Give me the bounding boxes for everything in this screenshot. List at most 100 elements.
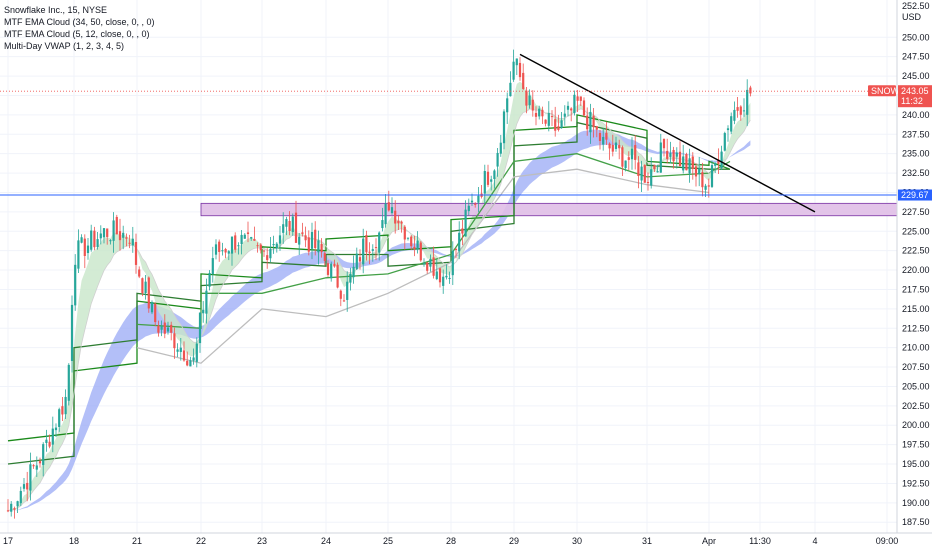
candle-body-35	[118, 231, 122, 241]
price-tick-label: 225.00	[902, 226, 930, 236]
candle-body-197	[637, 162, 640, 177]
candle-body-77	[253, 238, 256, 241]
candle-body-104	[339, 290, 342, 299]
price-tick-label: 235.00	[902, 149, 930, 159]
trendline[interactable]	[519, 53, 816, 213]
candle-body-82	[269, 248, 272, 259]
candle-body-91	[298, 236, 301, 245]
candle-body-173	[560, 120, 563, 129]
last-price-value: 243.05	[901, 86, 929, 96]
candle-body-53	[176, 349, 179, 352]
candle-body-125	[406, 237, 410, 239]
candle-body-155	[502, 111, 506, 144]
candle-body-44	[147, 277, 150, 309]
support-zone[interactable]	[200, 202, 898, 217]
candle-body-213	[688, 158, 691, 174]
candle-body-51	[170, 324, 173, 333]
time-axis[interactable]: 17 18 21 22 23 24 25 28 29 30 31 Apr 11:30 4 09:00	[0, 532, 932, 546]
candlesticks	[6, 49, 752, 519]
candle-body-143	[464, 209, 467, 237]
vwap-line-2	[136, 153, 731, 329]
candle-body-97	[317, 240, 320, 253]
candle-body-157	[509, 82, 512, 97]
candle-body-178	[576, 96, 579, 101]
candle-body-162	[525, 90, 528, 106]
support-zone-rect[interactable]	[200, 202, 898, 217]
drawings[interactable]	[0, 53, 897, 213]
candle-body-92	[301, 232, 304, 234]
candle-body-139	[451, 250, 454, 276]
legend-symbol[interactable]: Snowflake Inc., 15, NYSE	[4, 5, 108, 15]
price-tick-label: 247.50	[902, 52, 930, 62]
candle-body-135	[438, 268, 442, 283]
candle-body-221	[714, 162, 717, 166]
candle-body-15	[54, 427, 58, 431]
candle-body-105	[342, 300, 346, 302]
candle-body-88	[288, 220, 291, 231]
candle-body-94	[307, 237, 310, 252]
vwap-line-3	[136, 168, 710, 364]
candle-body-152	[493, 170, 496, 180]
price-axis[interactable]: 187.50 190.00 192.50 195.00 197.50 200.00 202.…	[896, 0, 930, 533]
candle-body-194	[627, 157, 630, 160]
candle-body-112	[365, 235, 368, 253]
candle-body-52	[173, 333, 176, 349]
candle-body-24	[83, 238, 86, 256]
candle-body-80	[262, 250, 266, 252]
candle-body-38	[128, 242, 131, 244]
candle-body-214	[691, 156, 694, 169]
legend-indicator-vwap[interactable]: Multi-Day VWAP (1, 2, 3, 4, 5)	[4, 41, 125, 51]
candle-body-22	[77, 240, 80, 269]
candle-body-42	[141, 278, 144, 293]
price-tick-label: 195.00	[902, 459, 930, 469]
candle-body-122	[397, 220, 400, 224]
price-tick-label: 190.00	[902, 498, 930, 508]
candle-body-184	[595, 126, 598, 130]
candle-body-198	[640, 166, 643, 181]
price-tick-label: 212.50	[902, 323, 930, 333]
horizontal-line-tag: 229.67	[901, 190, 929, 200]
candle-body-161	[522, 72, 525, 89]
candle-body-13	[48, 441, 51, 447]
legend-indicator-ema-cloud-2[interactable]: MTF EMA Cloud (5, 12, close, 0, , 0)	[4, 29, 150, 39]
candle-body-195	[630, 148, 634, 160]
time-tick-label: 11:30	[749, 536, 771, 546]
candle-body-177	[573, 94, 576, 114]
candle-body-2	[13, 508, 16, 510]
price-axis-top-label: 252.50	[902, 1, 930, 11]
legend-indicator-ema-cloud-1[interactable]: MTF EMA Cloud (34, 50, close, 0, , 0)	[4, 17, 155, 27]
candle-body-23	[80, 237, 83, 243]
candle-body-174	[563, 113, 566, 117]
ema-cloud-34-50	[8, 129, 751, 511]
candle-body-222	[717, 159, 720, 165]
candle-body-138	[448, 277, 451, 279]
last-price-tag-box	[898, 85, 932, 108]
candle-body-5	[22, 484, 26, 489]
candle-body-41	[138, 269, 141, 277]
candle-body-96	[314, 229, 317, 249]
candle-body-70	[230, 236, 234, 254]
price-tick-label: 205.00	[902, 381, 930, 391]
candle-body-210	[678, 151, 682, 167]
candle-body-181	[586, 115, 589, 130]
candle-body-151	[490, 179, 493, 182]
candle-body-189	[611, 144, 614, 152]
candle-body-134	[435, 271, 438, 280]
price-tick-label: 215.00	[902, 304, 930, 314]
candle-body-54	[179, 347, 182, 352]
candle-body-76	[250, 237, 253, 239]
candle-body-118	[384, 203, 387, 225]
candle-body-225	[726, 128, 730, 131]
candle-body-61	[202, 309, 205, 314]
candle-body-209	[675, 152, 678, 157]
candle-body-103	[336, 264, 339, 288]
candle-body-192	[621, 147, 624, 167]
candle-body-79	[259, 244, 262, 251]
time-tick-label: 28	[446, 536, 456, 546]
countdown: 11:32	[901, 96, 923, 106]
time-tick-label: 22	[196, 536, 206, 546]
candle-body-187	[605, 132, 608, 140]
candle-body-78	[256, 245, 259, 247]
candle-body-159	[515, 58, 518, 66]
